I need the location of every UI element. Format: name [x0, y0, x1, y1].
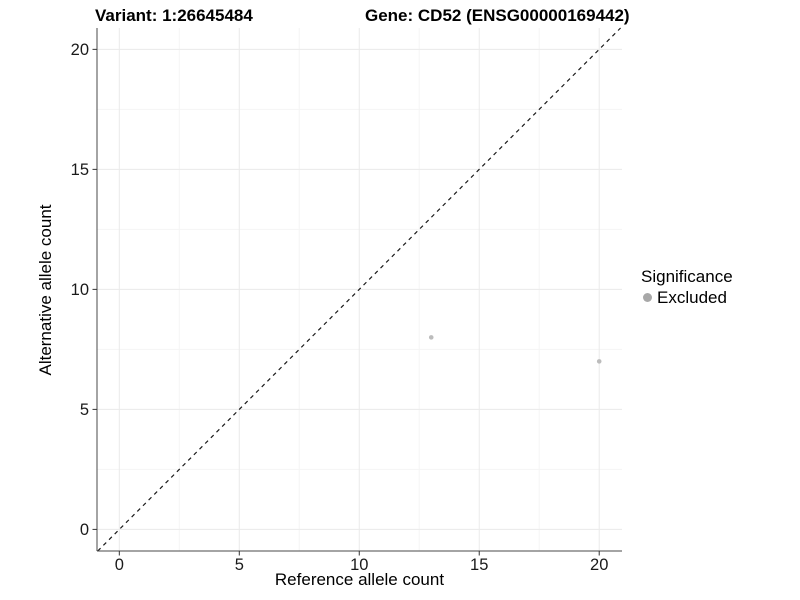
- y-tick-label: 10: [71, 281, 89, 299]
- y-tick-label: 20: [71, 41, 89, 59]
- identity-line: [97, 27, 621, 552]
- legend-item-excluded: Excluded: [640, 287, 733, 308]
- excluded-point-icon: [643, 293, 652, 302]
- x-tick-label: 20: [590, 556, 608, 574]
- plot-title-gene: Gene: CD52 (ENSG00000169442): [365, 6, 630, 25]
- legend-item-label: Excluded: [657, 288, 727, 307]
- data-point: [596, 359, 602, 364]
- legend: Significance Excluded: [640, 266, 733, 308]
- y-tick-label: 0: [80, 521, 89, 539]
- data-point: [428, 335, 434, 340]
- x-tick-label: 10: [350, 556, 368, 574]
- y-tick-label: 5: [80, 401, 89, 419]
- y-axis-label: Alternative allele count: [36, 204, 55, 376]
- x-tick-label: 0: [115, 556, 124, 574]
- x-tick-label: 5: [235, 556, 244, 574]
- x-tick-label: 15: [470, 556, 488, 574]
- x-axis-label: Reference allele count: [274, 570, 445, 589]
- y-tick-label: 15: [71, 161, 89, 179]
- legend-title: Significance: [641, 267, 733, 286]
- plot-title-variant: Variant: 1:26645484: [95, 6, 253, 25]
